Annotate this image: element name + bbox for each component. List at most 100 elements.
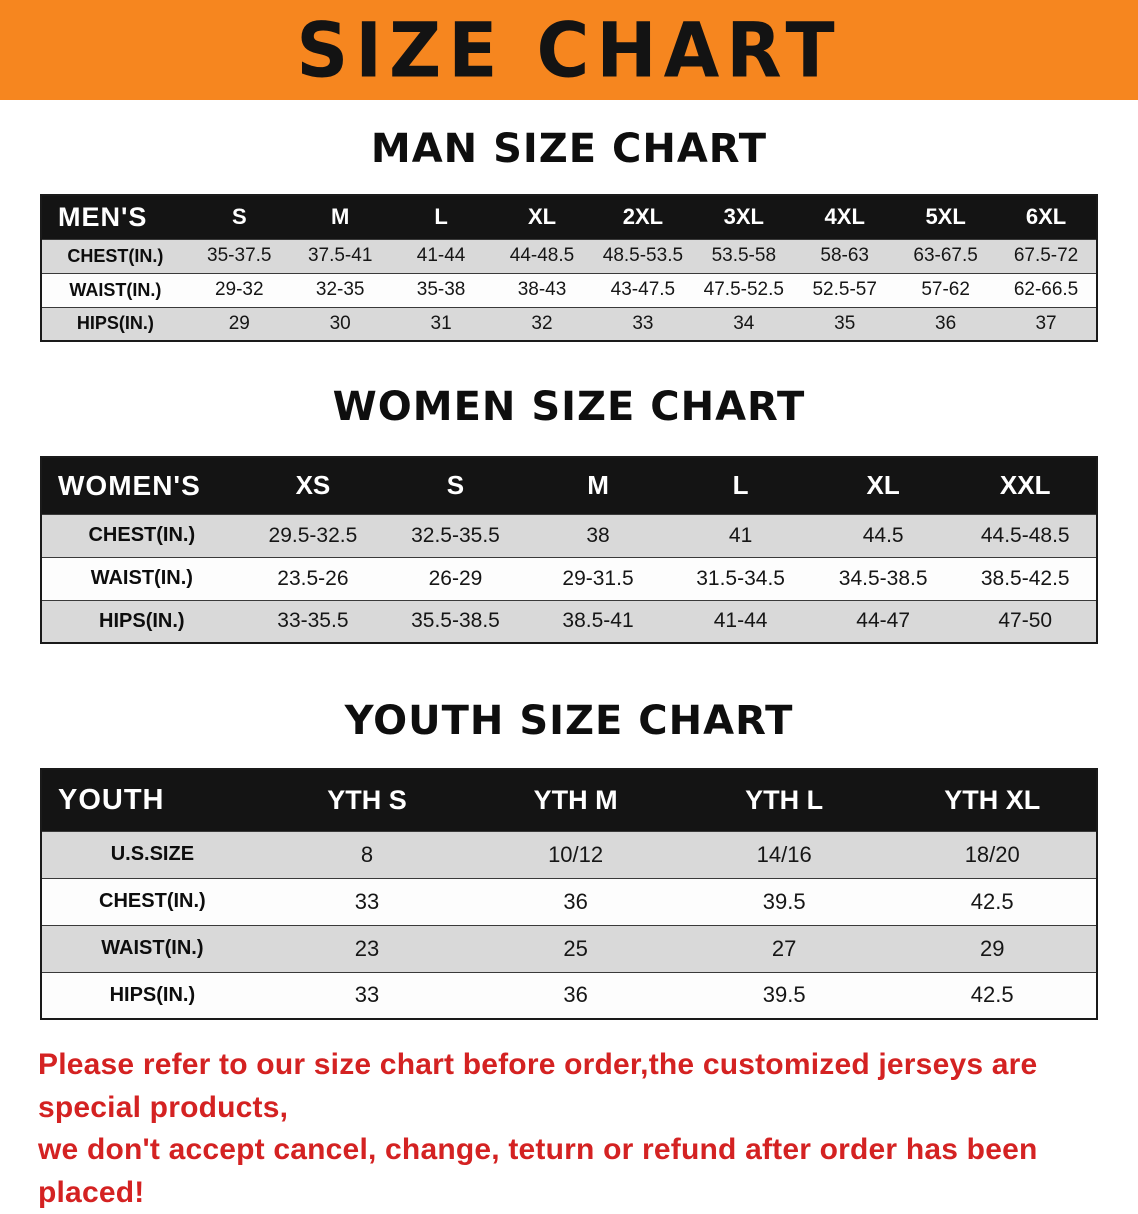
column-header: M [289,195,391,239]
column-header: 5XL [895,195,997,239]
table-cell: 27 [679,924,889,972]
table-row: WAIST(IN.) 29-32 32-35 35-38 38-43 43-47.5 47.… [41,272,1097,307]
column-header: 2XL [592,195,694,239]
table-cell: 29-31.5 [526,556,670,600]
table-row: U.S.SIZE 8 10/12 14/16 18/20 [41,830,1097,878]
table-cell: 62-66.5 [996,272,1097,307]
table-cell: 33 [262,877,472,925]
table-cell: 34 [693,306,795,341]
header-row: MEN'S S M L XL 2XL 3XL 4XL 5XL 6XL [41,195,1097,239]
table-cell: 33 [262,971,472,1019]
column-header: XS [241,457,385,514]
table-cell: 42.5 [888,877,1097,925]
row-label: WAIST(IN.) [41,556,242,600]
table-cell: 38.5-41 [526,599,670,643]
column-header: M [526,457,670,514]
table-cell: 36 [895,306,997,341]
row-label: CHEST(IN.) [41,238,189,273]
table-cell: 23.5-26 [241,556,385,600]
table-row: CHEST(IN.) 33 36 39.5 42.5 [41,877,1097,925]
table-cell: 37 [996,306,1097,341]
table-cell: 52.5-57 [794,272,896,307]
table-cell: 32-35 [289,272,391,307]
table-corner-label: MEN'S [41,195,189,239]
table-cell: 44-47 [811,599,955,643]
column-header: 3XL [693,195,795,239]
table-cell: 18/20 [888,830,1097,878]
table-cell: 41 [669,513,812,557]
table-corner-label: YOUTH [41,769,263,831]
column-header: XL [811,457,955,514]
disclaimer: Please refer to our size chart before or… [38,1044,1100,1214]
column-header: XXL [954,457,1097,514]
column-header: L [390,195,492,239]
banner: SIZE CHART [0,0,1138,100]
column-header: YTH S [262,769,472,831]
table-cell: 33-35.5 [241,599,385,643]
table-cell: 37.5-41 [289,238,391,273]
table-row: CHEST(IN.) 35-37.5 37.5-41 41-44 44-48.5 48.5… [41,238,1097,273]
table-cell: 32 [491,306,593,341]
table-cell: 38 [526,513,670,557]
table-row: HIPS(IN.) 33-35.5 35.5-38.5 38.5-41 41-44 44-… [41,599,1097,643]
table-cell: 41-44 [390,238,492,273]
youth-size-table: YOUTH YTH S YTH M YTH L YTH XL U.S.SIZE 8 10/12… [40,768,1098,1020]
table-row: HIPS(IN.) 29 30 31 32 33 34 35 36 37 [41,306,1097,341]
table-cell: 47-50 [954,599,1097,643]
row-label: U.S.SIZE [41,830,263,878]
column-header: L [669,457,812,514]
table-cell: 31.5-34.5 [669,556,812,600]
table-cell: 44-48.5 [491,238,593,273]
row-label: HIPS(IN.) [41,971,263,1019]
table-cell: 38-43 [491,272,593,307]
disclaimer-line-1: Please refer to our size chart before or… [38,1048,1038,1124]
table-cell: 31 [390,306,492,341]
table-cell: 44.5 [811,513,955,557]
table-cell: 29 [188,306,290,341]
table-cell: 36 [471,971,680,1019]
row-label: WAIST(IN.) [41,272,189,307]
table-cell: 38.5-42.5 [954,556,1097,600]
table-cell: 34.5-38.5 [811,556,955,600]
table-cell: 57-62 [895,272,997,307]
table-cell: 67.5-72 [996,238,1097,273]
row-label: HIPS(IN.) [41,599,242,643]
youth-section: YOUTH SIZE CHART YOUTH YTH S YTH M YTH L YTH… [0,698,1138,1020]
column-header: 6XL [996,195,1097,239]
header-row: YOUTH YTH S YTH M YTH L YTH XL [41,769,1097,831]
table-cell: 35-38 [390,272,492,307]
table-row: CHEST(IN.) 29.5-32.5 32.5-35.5 38 41 44.5 44.5… [41,513,1097,557]
table-cell: 30 [289,306,391,341]
table-cell: 35.5-38.5 [384,599,527,643]
table-cell: 29 [888,924,1097,972]
table-cell: 23 [262,924,472,972]
table-cell: 43-47.5 [592,272,694,307]
table-cell: 47.5-52.5 [693,272,795,307]
column-header: S [384,457,527,514]
table-cell: 53.5-58 [693,238,795,273]
header-row: WOMEN'S XS S M L XL XXL [41,457,1097,514]
womens-section: WOMEN SIZE CHART WOMEN'S XS S M L XL XXL CHEST(… [0,384,1138,644]
mens-section-title: MAN SIZE CHART [370,126,768,172]
column-header: YTH L [679,769,889,831]
table-cell: 35-37.5 [188,238,290,273]
womens-section-title: WOMEN SIZE CHART [332,384,806,430]
page-title: SIZE CHART [296,5,842,95]
table-cell: 29.5-32.5 [241,513,385,557]
table-cell: 14/16 [679,830,889,878]
table-cell: 33 [592,306,694,341]
mens-section: MAN SIZE CHART MEN'S S M L XL 2XL 3XL 4XL 5XL 6XL… [0,126,1138,342]
table-cell: 41-44 [669,599,812,643]
table-cell: 32.5-35.5 [384,513,527,557]
column-header: YTH M [471,769,680,831]
column-header: S [188,195,290,239]
table-cell: 39.5 [679,877,889,925]
column-header: YTH XL [888,769,1097,831]
table-cell: 25 [471,924,680,972]
table-cell: 42.5 [888,971,1097,1019]
table-cell: 63-67.5 [895,238,997,273]
table-row: WAIST(IN.) 23 25 27 29 [41,924,1097,972]
table-cell: 48.5-53.5 [592,238,694,273]
table-cell: 29-32 [188,272,290,307]
column-header: 4XL [794,195,896,239]
